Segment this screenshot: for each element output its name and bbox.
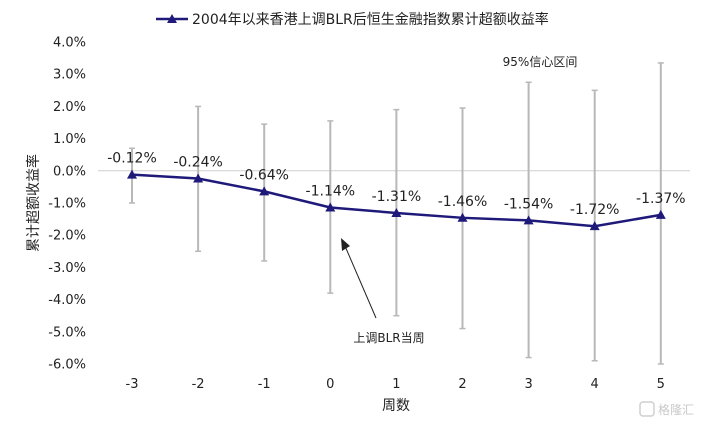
y-tick-label: 0.0% [53, 164, 86, 179]
event-arrow-line [344, 245, 377, 319]
y-tick-label: 4.0% [53, 36, 86, 51]
x-tick-label: 5 [657, 377, 665, 392]
event-arrow-head [341, 238, 350, 251]
data-point-marker [391, 207, 402, 217]
legend: 2004年以来香港上调BLR后恒生金融指数累计超额收益率 [156, 11, 549, 28]
x-tick-label: -2 [192, 377, 205, 392]
x-tick-label: -1 [258, 377, 271, 392]
y-tick-label: -4.0% [48, 293, 86, 308]
series-markers [127, 169, 666, 231]
y-tick-label: 2.0% [53, 100, 86, 115]
y-tick-label: -1.0% [48, 197, 86, 212]
event-annotation: 上调BLR当周 [353, 331, 424, 345]
y-tick-label: 1.0% [53, 132, 86, 147]
data-point-marker [259, 186, 270, 196]
x-tick-label: 4 [591, 377, 599, 392]
data-label: -0.12% [107, 151, 157, 167]
watermark-logo-icon [639, 401, 655, 417]
x-axis-ticks: -3 -2 -1 0 1 2 3 4 5 [126, 377, 665, 392]
data-label: -1.14% [306, 184, 356, 200]
data-label: -0.64% [239, 167, 289, 183]
data-label: -1.31% [372, 189, 422, 205]
x-tick-label: 2 [458, 377, 466, 392]
y-tick-label: 3.0% [53, 68, 86, 83]
data-label: -1.46% [438, 194, 488, 210]
data-point-marker [127, 169, 137, 179]
ci-annotation: 95%信心区间 [503, 55, 578, 69]
y-tick-label: -5.0% [48, 325, 86, 340]
x-tick-label: 1 [392, 377, 400, 392]
y-axis-ticks: 4.0% 3.0% 2.0% 1.0% 0.0% -1.0% -2.0% -3.0% -4.0%… [48, 36, 86, 373]
data-point-marker [193, 173, 204, 183]
watermark-text: 格隆汇 [658, 402, 694, 417]
data-point-marker [325, 202, 336, 212]
data-label: -1.54% [504, 196, 554, 212]
data-labels: -0.12% -0.24% -0.64% -1.14% -1.31% -1.46% -1.5… [107, 151, 685, 219]
y-tick-label: -6.0% [48, 358, 86, 373]
y-tick-label: -3.0% [48, 261, 86, 276]
x-tick-label: 3 [524, 377, 532, 392]
legend-triangle-marker [167, 14, 177, 23]
y-tick-label: -2.0% [48, 229, 86, 244]
data-point-marker [589, 221, 600, 231]
x-axis-title: 周数 [382, 398, 410, 414]
data-label: -1.72% [570, 202, 620, 218]
x-tick-label: -3 [126, 377, 139, 392]
data-label: -1.37% [636, 191, 686, 207]
data-point-marker [655, 209, 666, 219]
data-point-marker [523, 215, 534, 225]
y-axis-title: 累计超额收益率 [25, 154, 42, 252]
legend-label: 2004年以来香港上调BLR后恒生金融指数累计超额收益率 [192, 11, 549, 28]
data-label: -0.24% [173, 155, 223, 171]
data-point-marker [457, 212, 468, 222]
x-tick-label: 0 [326, 377, 334, 392]
watermark: 格隆汇 [639, 401, 694, 417]
